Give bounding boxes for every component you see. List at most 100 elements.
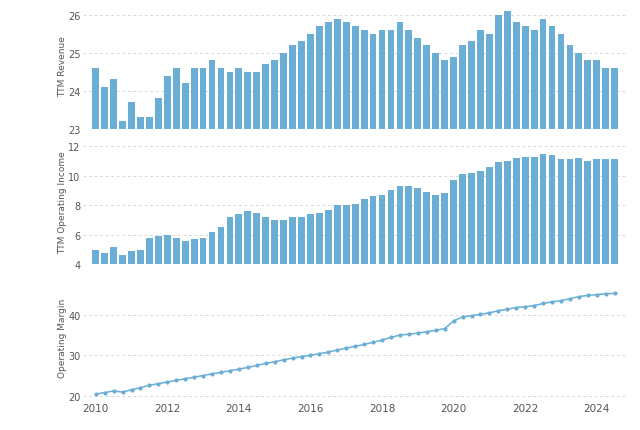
Bar <box>200 238 207 324</box>
Bar <box>531 157 538 324</box>
Bar <box>218 228 225 324</box>
Bar <box>468 173 475 324</box>
Bar <box>406 187 412 324</box>
Bar <box>388 191 394 324</box>
Bar <box>459 175 466 324</box>
Bar <box>316 213 323 324</box>
Bar <box>602 69 609 430</box>
Y-axis label: TTM Operating Income: TTM Operating Income <box>58 151 67 253</box>
Bar <box>298 42 305 430</box>
Bar <box>566 46 573 430</box>
Bar <box>468 42 475 430</box>
Bar <box>209 61 216 430</box>
Bar <box>325 23 332 430</box>
Bar <box>146 238 153 324</box>
Bar <box>182 84 189 430</box>
Bar <box>486 168 493 324</box>
Bar <box>289 46 296 430</box>
Bar <box>415 188 421 324</box>
Bar <box>593 61 600 430</box>
Bar <box>370 197 376 324</box>
Bar <box>584 61 591 430</box>
Bar <box>119 122 126 430</box>
Bar <box>92 69 99 430</box>
Bar <box>575 159 582 324</box>
Bar <box>334 19 340 430</box>
Bar <box>289 218 296 324</box>
Bar <box>110 80 117 430</box>
Bar <box>280 54 287 430</box>
Bar <box>92 250 99 324</box>
Bar <box>477 172 484 324</box>
Bar <box>406 31 412 430</box>
Bar <box>450 58 457 430</box>
Bar <box>253 73 260 430</box>
Bar <box>164 77 171 430</box>
Bar <box>227 218 234 324</box>
Bar <box>298 218 305 324</box>
Bar <box>316 27 323 430</box>
Bar <box>173 69 180 430</box>
Bar <box>575 54 582 430</box>
Bar <box>361 31 367 430</box>
Bar <box>415 38 421 430</box>
Bar <box>540 154 547 324</box>
Bar <box>531 31 538 430</box>
Bar <box>379 31 385 430</box>
Bar <box>504 12 511 430</box>
Bar <box>343 23 349 430</box>
Bar <box>522 27 529 430</box>
Bar <box>611 69 618 430</box>
Bar <box>477 31 484 430</box>
Bar <box>370 35 376 430</box>
Bar <box>128 252 135 324</box>
Bar <box>450 181 457 324</box>
Bar <box>441 61 448 430</box>
Bar <box>271 221 278 324</box>
Bar <box>218 69 225 430</box>
Bar <box>495 15 502 430</box>
Bar <box>540 19 547 430</box>
Bar <box>424 46 430 430</box>
Bar <box>352 204 358 324</box>
Bar <box>182 241 189 324</box>
Bar <box>209 232 216 324</box>
Bar <box>307 35 314 430</box>
Bar <box>155 99 162 430</box>
Bar <box>155 237 162 324</box>
Bar <box>557 160 564 324</box>
Bar <box>343 206 349 324</box>
Bar <box>602 160 609 324</box>
Bar <box>227 73 234 430</box>
Bar <box>548 156 556 324</box>
Bar <box>128 103 135 430</box>
Bar <box>236 215 243 324</box>
Bar <box>441 194 448 324</box>
Bar <box>397 187 403 324</box>
Bar <box>504 162 511 324</box>
Bar <box>307 215 314 324</box>
Bar <box>593 160 600 324</box>
Bar <box>433 54 439 430</box>
Bar <box>244 73 252 430</box>
Bar <box>173 238 180 324</box>
Bar <box>101 253 108 324</box>
Bar <box>486 35 493 430</box>
Bar <box>611 160 618 324</box>
Y-axis label: TTM Revenue: TTM Revenue <box>58 37 67 97</box>
Bar <box>200 69 207 430</box>
Bar <box>236 69 243 430</box>
Bar <box>522 157 529 324</box>
Bar <box>262 218 269 324</box>
Bar <box>361 200 367 324</box>
Bar <box>557 35 564 430</box>
Bar <box>584 162 591 324</box>
Bar <box>388 31 394 430</box>
Bar <box>566 160 573 324</box>
Bar <box>271 61 278 430</box>
Bar <box>280 221 287 324</box>
Bar <box>379 196 385 324</box>
Bar <box>253 213 260 324</box>
Bar <box>424 193 430 324</box>
Bar <box>325 210 332 324</box>
